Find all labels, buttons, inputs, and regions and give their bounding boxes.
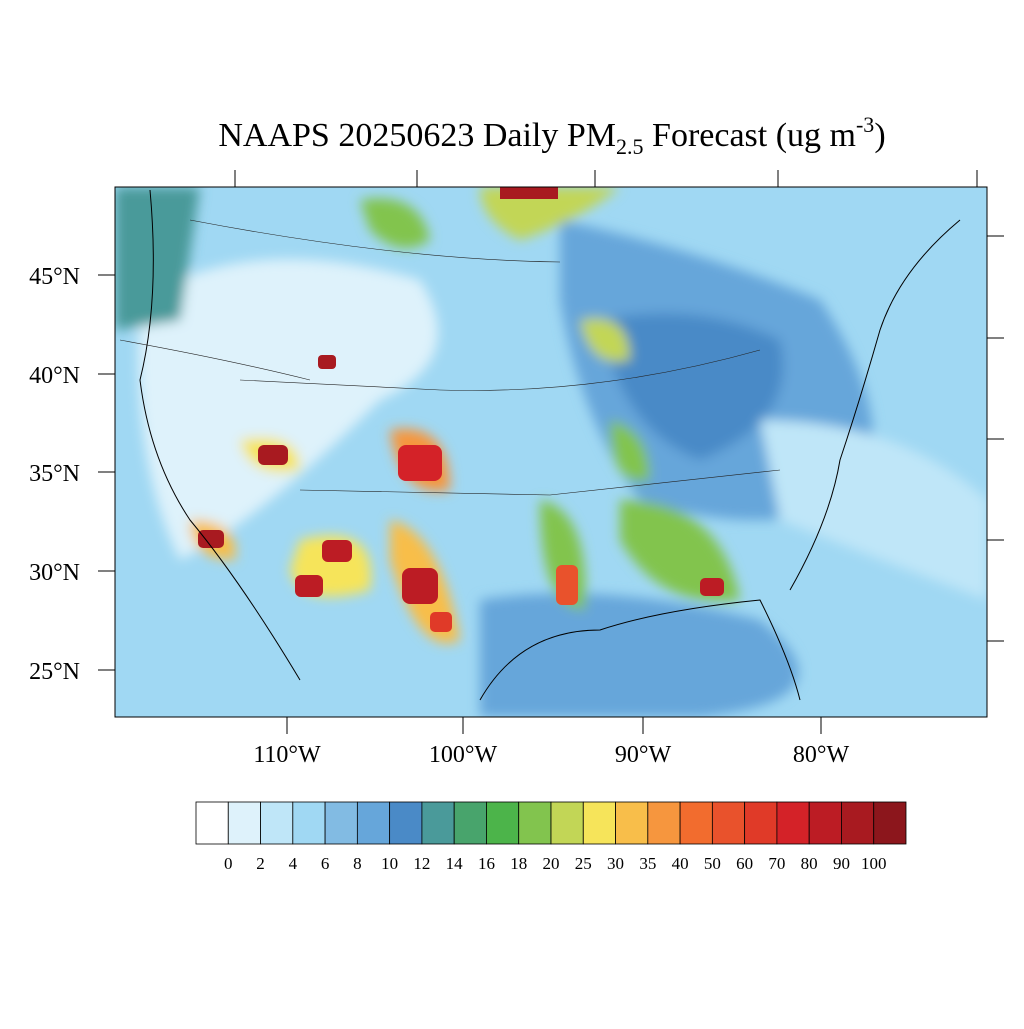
latitude-label: 45°N [29,264,80,290]
colorbar-box [647,801,681,845]
latitude-label: 35°N [29,461,80,487]
colorbar-box [776,801,810,845]
colorbar-box [260,801,294,845]
colorbar-label: 60 [736,854,753,873]
map-frame [114,186,988,718]
colorbar-label: 70 [768,854,785,873]
longitude-label: 100°W [429,742,498,768]
colorbar-label: 16 [478,854,495,873]
colorbar-label: 90 [833,854,850,873]
colorbar-box [195,801,229,845]
hotspots [198,187,724,632]
colorbar-label: 18 [510,854,527,873]
colorbar-label: 30 [607,854,624,873]
title: NAAPS 20250623 Daily PM2.5 Forecast (ug … [218,112,885,159]
colorbar-box [744,801,778,845]
colorbar-box [453,801,487,845]
map-field [115,187,987,717]
colorbar-box [486,801,520,845]
longitude-label: 110°W [253,742,321,768]
colorbar-box [324,801,358,845]
latitude-label: 40°N [29,363,80,389]
colorbar-label: 20 [543,854,560,873]
title-prefix: NAAPS 20250623 Daily PM [218,117,616,154]
colorbar-box [679,801,713,845]
colorbar-label: 4 [289,854,298,873]
title-middle: Forecast (ug m [644,117,856,154]
colorbar-box [389,801,423,845]
colorbar-label: 2 [256,854,265,873]
latitude-label: 25°N [29,659,80,685]
frame-ticks [98,170,1004,734]
colorbar-label: 35 [639,854,656,873]
colorbar-box [615,801,649,845]
title-suffix: ) [874,117,885,154]
colorbar-label: 14 [446,854,464,873]
colorbar-box [873,801,907,845]
colorbar-box [292,801,326,845]
colorbar-label: 0 [224,854,233,873]
colorbar-box [550,801,584,845]
longitude-label: 90°W [615,742,672,768]
colorbar-box [841,801,875,845]
colorbar-label: 50 [704,854,721,873]
colorbar-box [582,801,616,845]
colorbar-label: 25 [575,854,592,873]
colorbar: 0 2 4 6 8 10 12 14 16 18 20 25 30 35 40 50 60 70 80 90 100 [195,801,907,873]
colorbar-box [808,801,842,845]
borders [119,219,781,496]
colorbar-label: 80 [801,854,818,873]
colorbar-box [227,801,261,845]
colorbar-box [421,801,455,845]
colorbar-label: 6 [321,854,330,873]
colorbar-label: 100 [861,854,887,873]
colorbar-box [518,801,552,845]
colorbar-box [711,801,746,845]
colorbar-label: 10 [381,854,398,873]
latitude-label: 30°N [29,560,80,586]
title-subscript: 2.5 [616,134,644,159]
coastline [139,189,961,701]
colorbar-label: 8 [353,854,362,873]
title-superscript: -3 [856,112,874,137]
longitude-label: 80°W [793,742,850,768]
colorbar-label: 12 [413,854,430,873]
colorbar-label: 40 [672,854,689,873]
colorbar-box [356,801,391,845]
